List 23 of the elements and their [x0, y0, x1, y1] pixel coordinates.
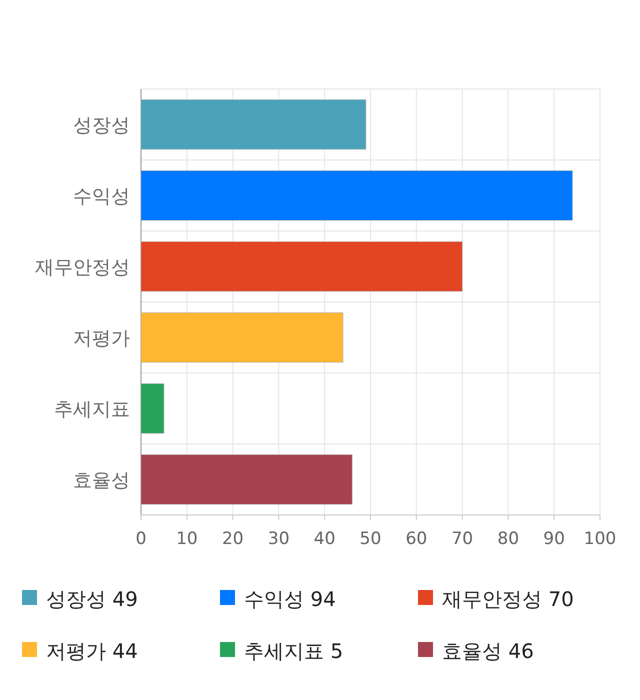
- y-tick-label: 추세지표: [54, 398, 130, 420]
- x-tick-label: 30: [268, 529, 290, 549]
- y-tick-label: 저평가: [73, 328, 130, 350]
- legend-label: 저평가 44: [46, 639, 138, 663]
- x-tick-label: 90: [543, 529, 565, 549]
- x-tick-label: 50: [360, 529, 382, 549]
- x-tick-label: 70: [451, 529, 474, 549]
- x-tick-label: 80: [497, 529, 520, 549]
- x-tick-label: 10: [176, 529, 198, 549]
- y-tick-label: 수익성: [73, 186, 130, 208]
- legend-label: 추세지표 5: [244, 639, 344, 663]
- legend-label: 재무안정성 70: [442, 587, 574, 611]
- legend-label: 성장성 49: [46, 587, 138, 611]
- y-tick-label: 재무안정성: [35, 256, 130, 278]
- legend-label: 수익성 94: [244, 587, 336, 611]
- x-tick-label: 40: [314, 529, 336, 549]
- x-tick-label: 60: [406, 529, 428, 549]
- y-tick-label: 효율성: [73, 470, 130, 492]
- x-tick-label: 20: [222, 529, 244, 549]
- y-tick-label: 성장성: [73, 114, 130, 136]
- x-tick-label: 0: [136, 529, 146, 549]
- x-tick-label: 100: [584, 529, 616, 549]
- legend-label: 효율성 46: [442, 639, 534, 663]
